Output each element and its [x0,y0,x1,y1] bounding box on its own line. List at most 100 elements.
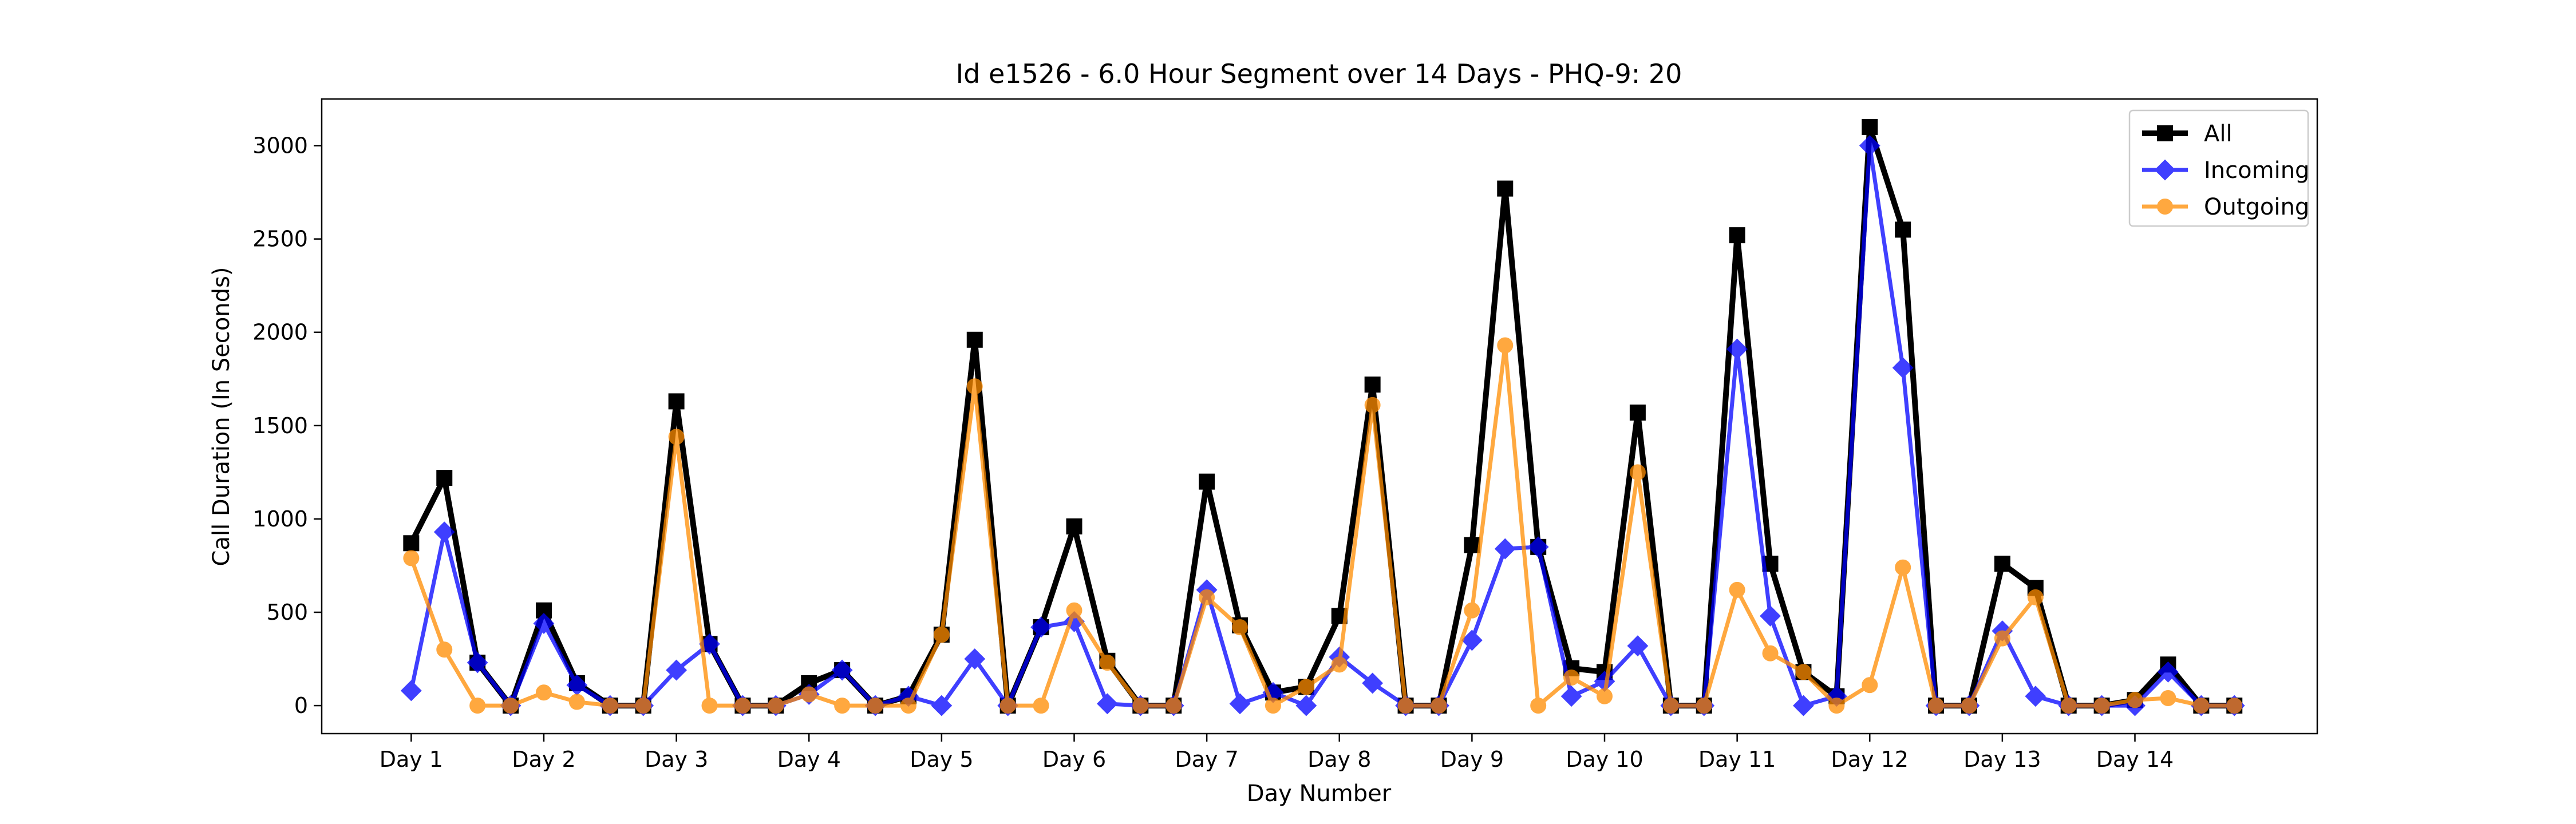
y-tick-label: 3000 [252,133,308,159]
data-point-outgoing [1265,698,1281,714]
x-tick-label: Day 5 [910,747,973,772]
data-point-incoming [1229,693,1251,715]
x-tick-label: Day 8 [1307,747,1371,772]
data-point-outgoing [1298,679,1314,695]
data-point-all [1629,404,1646,421]
data-point-outgoing [568,694,585,710]
data-point-outgoing [1795,664,1812,680]
data-point-incoming [1793,695,1814,716]
data-point-outgoing [1662,698,1679,714]
data-point-outgoing [734,698,751,714]
y-tick-label: 2500 [252,227,308,252]
data-point-outgoing [1696,698,1712,714]
data-point-outgoing [1961,698,1977,714]
data-point-incoming [533,613,555,634]
data-point-outgoing [900,698,916,714]
data-point-outgoing [1497,337,1514,354]
data-point-incoming [1362,672,1384,694]
data-point-outgoing [999,698,1016,714]
x-tick-label: Day 9 [1440,747,1504,772]
data-point-outgoing [867,698,884,714]
data-point-outgoing [2093,698,2110,714]
data-point-incoming [964,648,986,670]
legend-marker-all [2157,125,2173,141]
data-point-incoming [1461,629,1483,651]
data-point-outgoing [1364,397,1381,413]
data-point-outgoing [1597,688,1613,704]
data-point-outgoing [2226,698,2243,714]
x-tick-label: Day 3 [645,747,708,772]
x-tick-label: Day 1 [380,747,443,772]
x-tick-label: Day 12 [1831,747,1909,772]
legend-entry-incoming [2142,159,2188,181]
x-tick-label: Day 6 [1042,747,1106,772]
data-point-all [1729,227,1745,244]
data-point-outgoing [2193,698,2210,714]
data-point-outgoing [1828,698,1845,714]
data-point-incoming [931,695,953,716]
y-tick-label: 0 [294,693,308,718]
series-all [403,118,2243,714]
legend-label-all: All [2204,121,2233,147]
data-point-outgoing [801,686,817,703]
data-point-incoming [666,659,688,681]
data-point-all [1862,118,1878,135]
data-point-all [966,331,983,348]
plot-area [321,98,2318,735]
data-point-outgoing [1862,677,1878,694]
data-point-outgoing [635,698,651,714]
series-line-incoming [409,144,2235,708]
data-point-all [403,535,420,552]
x-tick-label: Day 2 [512,747,575,772]
data-point-outgoing [1232,619,1249,636]
data-point-outgoing [1165,698,1182,714]
x-axis: Day 1 Day 2 Day 3 Day 4 Day 5 Day 6 Day 7 Day 8… [380,734,2174,772]
data-point-incoming [400,680,422,702]
data-point-outgoing [834,698,851,714]
data-point-all [1895,221,1911,238]
data-point-incoming [1627,635,1649,657]
data-point-incoming [2158,661,2179,683]
data-point-outgoing [1199,589,1215,605]
y-axis: 0 500 1000 1500 2000 2500 3000 [252,133,322,718]
series-outgoing [403,337,2243,714]
x-tick-label: Day 10 [1566,747,1643,772]
data-point-incoming [1859,135,1880,156]
x-tick-label: Day 13 [1963,747,2041,772]
data-point-outgoing [1066,602,1082,619]
legend-label-outgoing: Outgoing [2204,194,2309,220]
data-point-outgoing [535,684,552,701]
data-point-incoming [1726,338,1748,360]
data-point-incoming [1560,686,1582,707]
legend-entry-outgoing [2142,199,2188,215]
legend-label-incoming: Incoming [2204,157,2309,184]
data-point-incoming [1527,536,1549,558]
x-tick-label: Day 14 [2096,747,2174,772]
legend-marker-incoming [2154,159,2176,181]
data-point-outgoing [1928,698,1945,714]
data-point-outgoing [403,550,420,566]
data-point-outgoing [966,378,983,395]
data-point-outgoing [1099,655,1116,671]
data-point-outgoing [1762,645,1779,661]
data-point-all [436,470,453,486]
data-point-incoming [1096,693,1118,715]
data-point-outgoing [1397,698,1414,714]
data-point-outgoing [2127,692,2143,708]
data-point-outgoing [2027,589,2044,605]
data-point-outgoing [1033,698,1049,714]
data-point-outgoing [1629,464,1646,481]
data-point-all [1364,377,1381,393]
y-axis-label: Call Duration (In Seconds) [208,267,235,566]
y-tick-label: 500 [266,600,308,625]
legend: All Incoming Outgoing [2128,109,2309,227]
series-line-all [408,124,2235,709]
data-point-outgoing [1530,698,1547,714]
data-point-incoming [1494,538,1516,560]
legend-box [2128,109,2309,227]
data-point-incoming [831,659,853,681]
data-point-all [1066,518,1082,534]
data-point-incoming [1030,616,1052,638]
series-layer [400,118,2245,716]
